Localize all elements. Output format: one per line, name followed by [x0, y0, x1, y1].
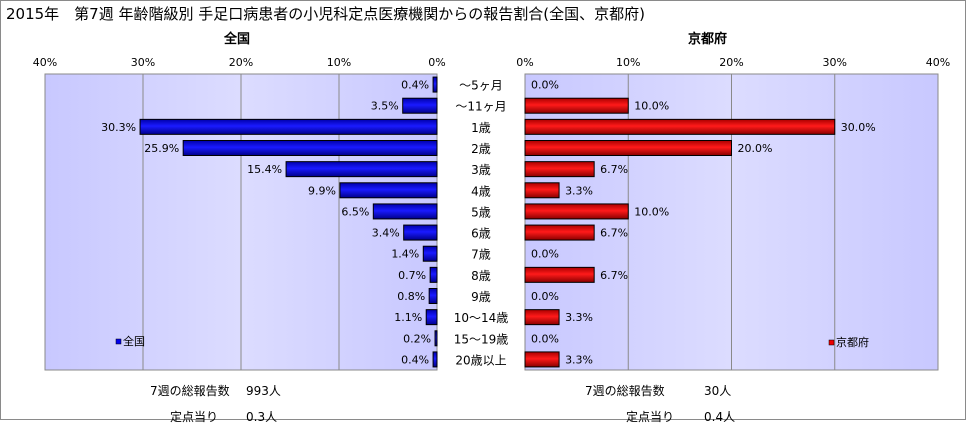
right-per-label: 定点当り — [626, 410, 675, 424]
right-value-label: 6.7% — [600, 269, 628, 282]
left-legend-swatch — [115, 338, 122, 345]
left-value-label: 0.7% — [398, 269, 426, 282]
category-label: 3歳 — [471, 163, 491, 177]
left-bar — [425, 309, 438, 326]
category-label: 20歳以上 — [455, 353, 506, 367]
right-legend-swatch — [828, 339, 835, 346]
right-tick-label: 10% — [616, 56, 640, 69]
left-value-label: 25.9% — [144, 142, 179, 155]
right-value-label: 6.7% — [600, 163, 628, 176]
left-bar — [428, 288, 438, 304]
right-value-label: 10.0% — [634, 205, 669, 218]
right-total-value: 30人 — [704, 384, 732, 398]
left-value-label: 0.2% — [403, 332, 431, 345]
right-value-label: 0.0% — [531, 248, 559, 261]
left-bar — [403, 224, 438, 241]
left-value-label: 15.4% — [247, 163, 282, 176]
category-label: 6歳 — [471, 227, 491, 241]
category-label: ～5ヶ月 — [459, 79, 503, 93]
right-bar — [524, 203, 629, 220]
right-bar — [524, 140, 732, 156]
right-bar — [524, 224, 595, 241]
left-bar — [422, 245, 438, 262]
left-bar — [432, 76, 438, 93]
right-total-label: 7週の総報告数 — [585, 384, 665, 398]
left-value-label: 3.5% — [371, 100, 399, 113]
left-total-value: 993人 — [246, 384, 281, 398]
left-bar — [182, 140, 438, 156]
left-value-label: 0.4% — [401, 353, 429, 366]
left-tick-label: 20% — [229, 56, 253, 69]
left-tick-label: 40% — [33, 56, 57, 69]
right-value-label: 30.0% — [841, 121, 876, 134]
right-value-label: 3.3% — [565, 184, 593, 197]
left-bar — [339, 182, 438, 199]
right-value-label: 20.0% — [738, 142, 773, 155]
left-tick-label: 10% — [327, 56, 351, 69]
category-label: 8歳 — [471, 269, 491, 283]
left-tick-label: 30% — [131, 56, 155, 69]
category-label: 9歳 — [471, 290, 491, 304]
category-label: 15～19歳 — [454, 332, 509, 346]
right-tick-label: 40% — [926, 56, 950, 69]
left-value-label: 30.3% — [101, 121, 136, 134]
right-value-label: 0.0% — [531, 290, 559, 303]
left-bar — [432, 351, 438, 368]
category-label: ～11ヶ月 — [455, 100, 506, 114]
right-bar — [524, 309, 560, 326]
right-bar — [524, 118, 836, 135]
left-value-label: 3.4% — [372, 227, 400, 240]
category-label: 2歳 — [471, 142, 491, 156]
left-bar — [429, 266, 438, 283]
left-value-label: 0.4% — [401, 79, 429, 92]
left-per-label: 定点当り — [170, 410, 219, 424]
category-label: 1歳 — [471, 121, 491, 135]
left-bar — [434, 330, 438, 347]
category-label: 7歳 — [471, 248, 491, 262]
category-label: 4歳 — [471, 184, 491, 198]
left-value-label: 6.5% — [341, 205, 369, 218]
left-bar — [139, 118, 438, 135]
left-per-value: 0.3人 — [246, 410, 278, 424]
right-value-label: 6.7% — [600, 227, 628, 240]
right-bar — [524, 182, 560, 199]
left-value-label: 1.4% — [391, 248, 419, 261]
chart-title: 2015年 第7週 年齢階級別 手足口病患者の小児科定点医療機関からの報告割合(… — [6, 5, 645, 23]
left-value-label: 1.1% — [394, 311, 422, 324]
right-value-label: 10.0% — [634, 100, 669, 113]
right-panel-title: 京都府 — [688, 32, 728, 47]
left-bar — [402, 97, 438, 114]
left-bar — [372, 203, 438, 220]
left-bar — [285, 161, 438, 178]
left-value-label: 9.9% — [308, 184, 336, 197]
right-per-value: 0.4人 — [704, 410, 736, 424]
category-label: 10～14歳 — [454, 311, 509, 325]
left-panel-title: 全国 — [224, 32, 251, 47]
right-tick-label: 0% — [516, 56, 533, 69]
right-bar — [524, 351, 560, 368]
right-tick-label: 20% — [719, 56, 743, 69]
right-legend-label: 京都府 — [836, 335, 869, 349]
right-bar — [524, 161, 595, 178]
right-value-label: 3.3% — [565, 311, 593, 324]
right-tick-label: 30% — [823, 56, 847, 69]
right-bar — [524, 266, 595, 283]
left-value-label: 0.8% — [397, 290, 425, 303]
left-total-label: 7週の総報告数 — [150, 384, 230, 398]
right-value-label: 3.3% — [565, 353, 593, 366]
category-label: 5歳 — [471, 205, 491, 219]
right-value-label: 0.0% — [531, 332, 559, 345]
left-tick-label: 0% — [428, 56, 445, 69]
right-bar — [524, 97, 629, 114]
right-value-label: 0.0% — [531, 79, 559, 92]
left-legend-label: 全国 — [123, 334, 145, 348]
